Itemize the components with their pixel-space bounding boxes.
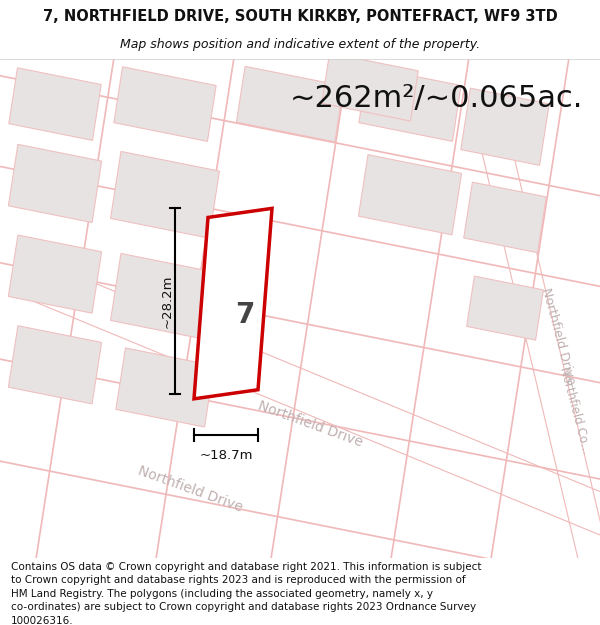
- Polygon shape: [8, 326, 101, 404]
- Polygon shape: [8, 144, 101, 222]
- Polygon shape: [116, 348, 214, 427]
- Polygon shape: [358, 155, 461, 235]
- Text: Map shows position and indicative extent of the property.: Map shows position and indicative extent…: [120, 38, 480, 51]
- Text: Northfield Drive: Northfield Drive: [136, 464, 244, 515]
- Polygon shape: [461, 88, 549, 166]
- Text: 7, NORTHFIELD DRIVE, SOUTH KIRKBY, PONTEFRACT, WF9 3TD: 7, NORTHFIELD DRIVE, SOUTH KIRKBY, PONTE…: [43, 9, 557, 24]
- Polygon shape: [467, 276, 544, 340]
- Text: Northfield Drive: Northfield Drive: [256, 398, 364, 449]
- Polygon shape: [194, 208, 272, 399]
- Polygon shape: [114, 67, 216, 141]
- Text: 7: 7: [235, 301, 254, 329]
- Polygon shape: [110, 151, 220, 238]
- Polygon shape: [8, 235, 101, 313]
- Text: ~18.7m: ~18.7m: [199, 449, 253, 462]
- Polygon shape: [9, 68, 101, 141]
- Text: ~262m²/~0.065ac.: ~262m²/~0.065ac.: [290, 84, 583, 113]
- Polygon shape: [110, 254, 220, 340]
- Text: Contains OS data © Crown copyright and database right 2021. This information is : Contains OS data © Crown copyright and d…: [11, 561, 481, 625]
- Polygon shape: [236, 66, 344, 142]
- Polygon shape: [322, 53, 418, 121]
- Text: Northfield Drive: Northfield Drive: [539, 287, 577, 386]
- Text: ~28.2m: ~28.2m: [161, 274, 173, 328]
- Polygon shape: [464, 182, 546, 253]
- Polygon shape: [359, 67, 461, 141]
- Text: Northfield Co…: Northfield Co…: [557, 365, 593, 455]
